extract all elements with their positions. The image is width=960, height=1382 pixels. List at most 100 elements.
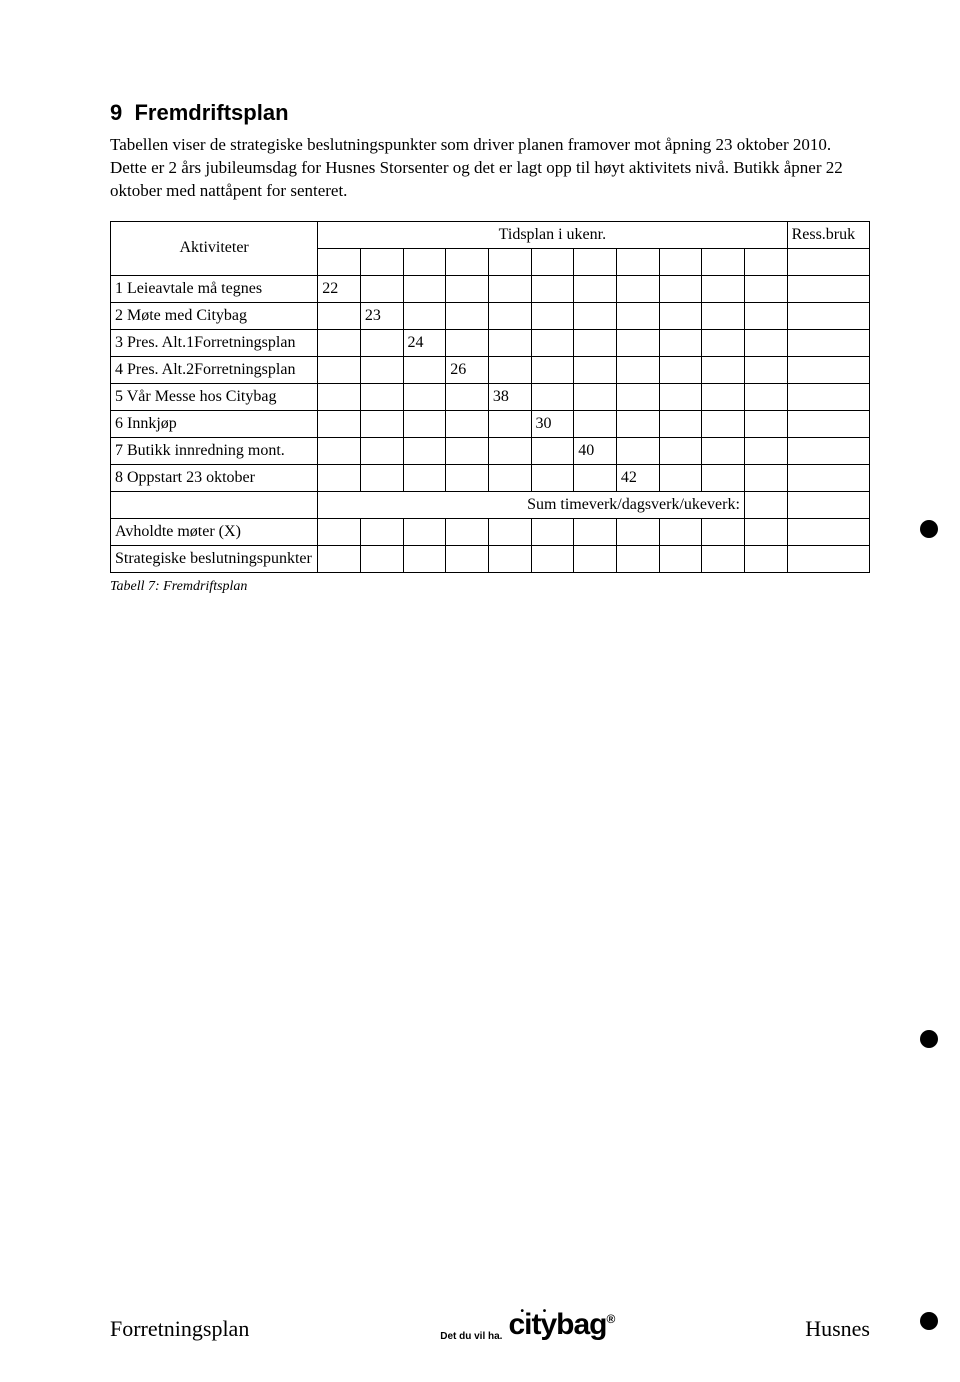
week-cell [659, 437, 702, 464]
row-label: 4 Pres. Alt.2Forretningsplan [111, 356, 318, 383]
week-cell [702, 329, 745, 356]
week-cell [531, 356, 574, 383]
week-cell [446, 464, 489, 491]
row-strategiske: Strategiske beslutningspunkter [111, 545, 870, 572]
row-avholdte: Avholdte møter (X) [111, 518, 870, 545]
header-aktiviteter: Aktiviteter [111, 221, 318, 275]
week-cell [702, 275, 745, 302]
week-cell [531, 383, 574, 410]
week-cell [446, 437, 489, 464]
table-row: 3 Pres. Alt.1Forretningsplan 24 [111, 329, 870, 356]
week-cell [488, 275, 531, 302]
week-cell [659, 329, 702, 356]
week-cell [531, 275, 574, 302]
week-cell: 26 [446, 356, 489, 383]
row-label: 8 Oppstart 23 oktober [111, 464, 318, 491]
week-cell [446, 410, 489, 437]
intro-paragraph: Tabellen viser de strategiske beslutning… [110, 134, 870, 203]
section-heading: 9 Fremdriftsplan [110, 100, 870, 126]
week-cell [744, 410, 787, 437]
week-cell [403, 383, 446, 410]
footer-logo: Det du vil ha. citybag® [249, 1308, 805, 1342]
margin-dot-icon [920, 520, 938, 538]
week-cell [446, 383, 489, 410]
week-cell [574, 275, 617, 302]
week-cell [659, 302, 702, 329]
week-cell [702, 302, 745, 329]
week-cell [446, 302, 489, 329]
week-cell [531, 437, 574, 464]
table-row: 1 Leieavtale må tegnes22 [111, 275, 870, 302]
week-cell [360, 329, 403, 356]
week-cell: 23 [360, 302, 403, 329]
week-cell [318, 410, 361, 437]
ress-cell [787, 464, 869, 491]
week-cell: 40 [574, 437, 617, 464]
week-cell [318, 464, 361, 491]
week-cell: 42 [616, 464, 659, 491]
week-cell [702, 437, 745, 464]
week-cell [744, 356, 787, 383]
week-cell [531, 302, 574, 329]
week-cell [616, 356, 659, 383]
header-tidsplan: Tidsplan i ukenr. [318, 221, 787, 248]
week-cell [360, 410, 403, 437]
week-cell: 24 [403, 329, 446, 356]
page-footer: Forretningsplan Det du vil ha. citybag® … [110, 1308, 870, 1342]
week-cell [488, 464, 531, 491]
week-cell [702, 410, 745, 437]
week-cell [744, 437, 787, 464]
logo-registered-icon: ® [606, 1312, 614, 1326]
week-cell [318, 302, 361, 329]
week-cell [446, 329, 489, 356]
margin-dot-icon [920, 1030, 938, 1048]
week-cell [659, 464, 702, 491]
week-cell [488, 302, 531, 329]
week-cell [574, 410, 617, 437]
row-label: 6 Innkjøp [111, 410, 318, 437]
week-cell [488, 356, 531, 383]
week-cell [446, 275, 489, 302]
week-cell: 30 [531, 410, 574, 437]
week-cell [360, 464, 403, 491]
week-cell [403, 410, 446, 437]
schedule-table: Aktiviteter Tidsplan i ukenr. Ress.bruk … [110, 221, 870, 573]
week-cell [360, 275, 403, 302]
table-header-row-1: Aktiviteter Tidsplan i ukenr. Ress.bruk [111, 221, 870, 248]
week-cell [360, 437, 403, 464]
row-label: 1 Leieavtale må tegnes [111, 275, 318, 302]
week-cell [403, 437, 446, 464]
week-cell [403, 275, 446, 302]
week-cell [659, 383, 702, 410]
week-cell [574, 329, 617, 356]
week-cell [616, 383, 659, 410]
page: 9 Fremdriftsplan Tabellen viser de strat… [0, 0, 960, 1382]
week-cell [360, 383, 403, 410]
week-cell [318, 383, 361, 410]
logo-main: citybag® [508, 1308, 614, 1342]
week-cell [616, 329, 659, 356]
margin-dot-icon [920, 1312, 938, 1330]
week-cell [488, 410, 531, 437]
ress-cell [787, 356, 869, 383]
week-cell [659, 275, 702, 302]
ress-cell [787, 383, 869, 410]
week-cell [318, 329, 361, 356]
week-cell [744, 302, 787, 329]
week-cell [574, 464, 617, 491]
week-cell [574, 302, 617, 329]
week-cell [616, 437, 659, 464]
week-cell [744, 329, 787, 356]
row-label: 2 Møte med Citybag [111, 302, 318, 329]
section-title: Fremdriftsplan [134, 100, 288, 125]
sum-row: Sum timeverk/dagsverk/ukeverk: [111, 491, 870, 518]
ress-cell [787, 329, 869, 356]
table-caption: Tabell 7: Fremdriftsplan [110, 579, 870, 595]
label-avholdte: Avholdte møter (X) [111, 518, 318, 545]
week-cell [531, 464, 574, 491]
row-label: 3 Pres. Alt.1Forretningsplan [111, 329, 318, 356]
week-cell: 38 [488, 383, 531, 410]
week-cell [659, 410, 702, 437]
week-cell [360, 356, 403, 383]
ress-cell [787, 437, 869, 464]
